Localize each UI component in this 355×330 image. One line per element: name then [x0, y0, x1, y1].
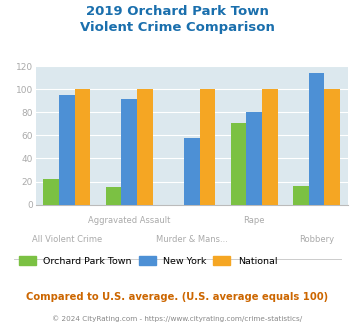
Bar: [106, 187, 121, 205]
Bar: [200, 89, 215, 205]
Text: All Violent Crime: All Violent Crime: [32, 235, 102, 244]
Text: Robbery: Robbery: [299, 235, 334, 244]
Text: 2019 Orchard Park Town
Violent Crime Comparison: 2019 Orchard Park Town Violent Crime Com…: [80, 5, 275, 34]
Bar: [309, 73, 324, 205]
Bar: [43, 179, 59, 205]
Text: Murder & Mans...: Murder & Mans...: [156, 235, 228, 244]
Bar: [262, 89, 278, 205]
Bar: [184, 138, 200, 205]
Bar: [293, 186, 309, 205]
Legend: Orchard Park Town, New York, National: Orchard Park Town, New York, National: [19, 256, 277, 266]
Text: Aggravated Assault: Aggravated Assault: [88, 216, 170, 225]
Bar: [231, 123, 246, 205]
Bar: [59, 95, 75, 205]
Text: Rape: Rape: [244, 216, 265, 225]
Bar: [121, 100, 137, 205]
Bar: [246, 112, 262, 205]
Bar: [75, 89, 90, 205]
Text: © 2024 CityRating.com - https://www.cityrating.com/crime-statistics/: © 2024 CityRating.com - https://www.city…: [53, 315, 302, 322]
Bar: [324, 89, 340, 205]
Bar: [137, 89, 153, 205]
Text: Compared to U.S. average. (U.S. average equals 100): Compared to U.S. average. (U.S. average …: [26, 292, 329, 302]
